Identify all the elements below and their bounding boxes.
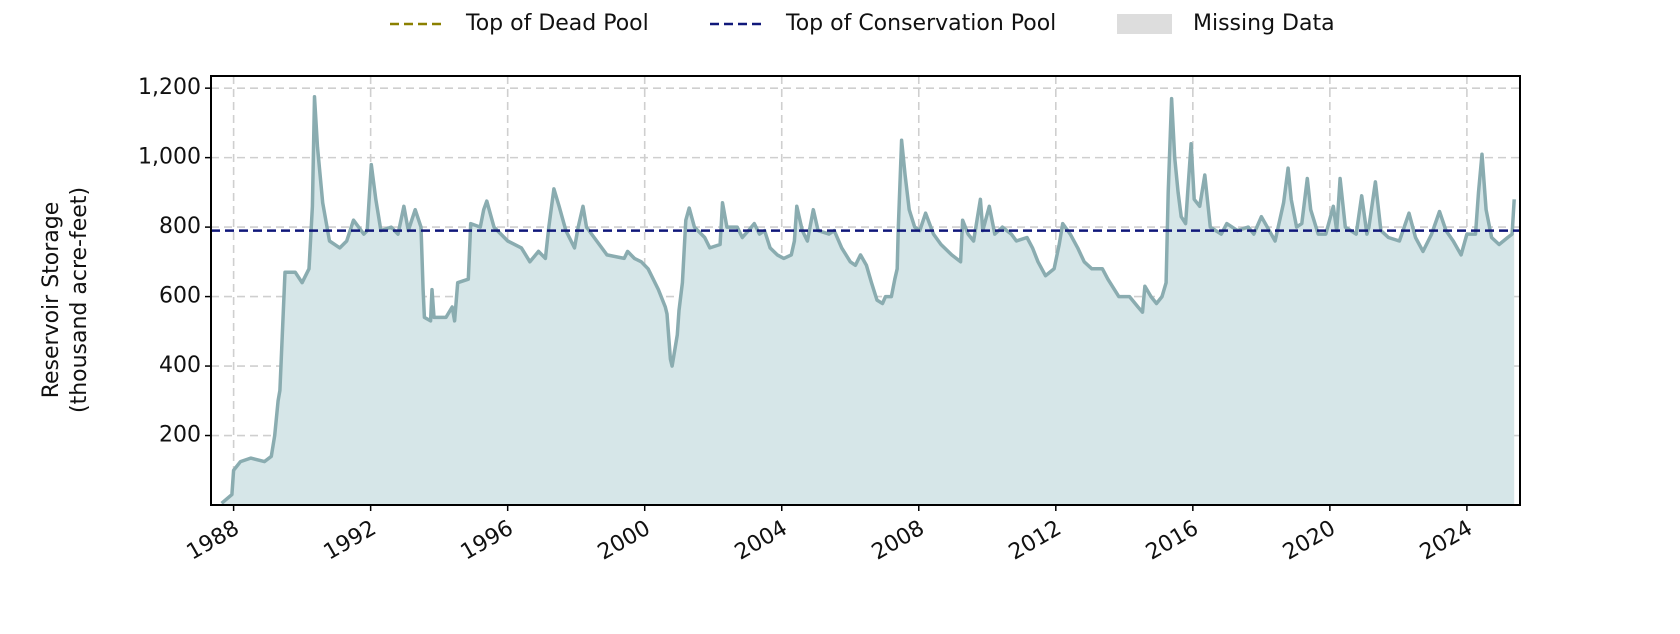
y-tick-label: 600 — [159, 284, 201, 309]
legend-label: Top of Dead Pool — [465, 11, 649, 36]
area — [221, 96, 1515, 506]
x-tick-label: 2000 — [594, 516, 655, 566]
legend: Top of Dead Pool Top of Conservation Pool… — [390, 11, 1335, 36]
plot-frame — [210, 75, 1521, 506]
x-tick-label: 1988 — [183, 516, 244, 566]
y-tick-label: 1,000 — [138, 145, 201, 170]
y-axis-label: Reservoir Storage — [39, 202, 64, 399]
x-tick-label: 2024 — [1416, 516, 1477, 566]
x-tick-label: 2016 — [1142, 516, 1203, 566]
line — [220, 95, 1516, 505]
legend-label: Missing Data — [1193, 11, 1335, 36]
y-tick-label: 800 — [159, 214, 201, 239]
y-tick-label: 400 — [159, 353, 201, 378]
x-tick-label: 2008 — [868, 516, 929, 566]
legend-swatch — [1117, 14, 1172, 34]
x-tick-label: 2012 — [1005, 516, 1066, 566]
x-tick-label: 2004 — [731, 516, 792, 566]
y-tick-label: 1,200 — [138, 75, 201, 100]
x-tick-label: 1992 — [320, 516, 381, 566]
y-axis-label: (thousand acre-feet) — [67, 187, 92, 413]
legend-label: Top of Conservation Pool — [785, 11, 1056, 36]
x-tick-label: 2020 — [1279, 516, 1340, 566]
x-tick-label: 1996 — [457, 516, 518, 566]
y-tick-label: 200 — [159, 423, 201, 448]
